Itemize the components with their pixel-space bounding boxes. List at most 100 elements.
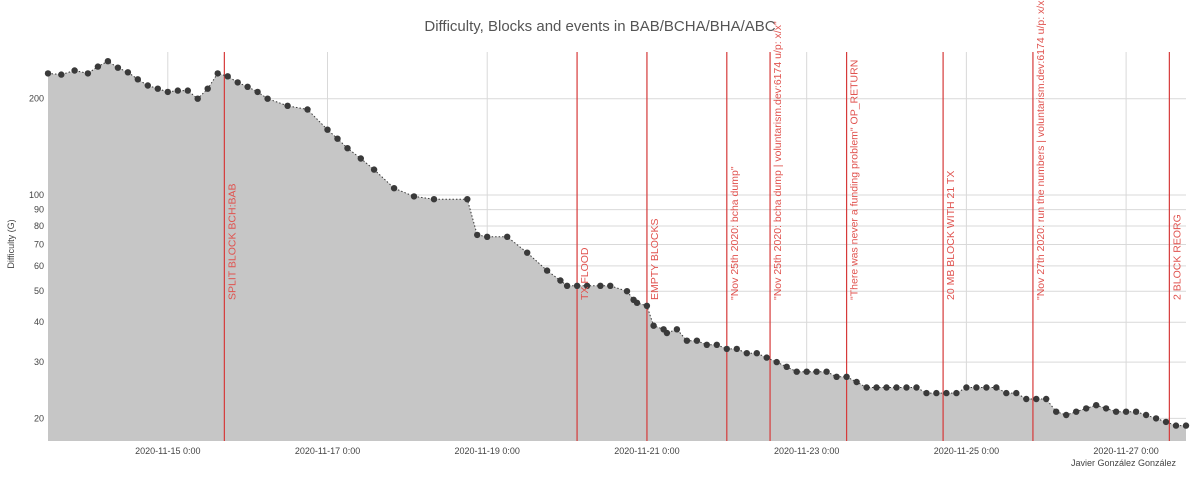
data-point (597, 282, 604, 289)
event-label: "There was never a funding problem" OP_R… (849, 60, 861, 300)
data-point (214, 70, 221, 77)
data-point (1142, 411, 1150, 419)
data-point (154, 85, 161, 92)
data-point (244, 83, 251, 91)
data-point (963, 384, 970, 391)
data-point (943, 389, 950, 397)
data-point (410, 193, 418, 200)
data-point (1043, 395, 1050, 403)
data-point (44, 70, 52, 77)
data-point (164, 88, 171, 96)
chart-credit: Javier González González (1071, 458, 1177, 468)
x-tick-label: 2020-11-17 0:00 (295, 446, 360, 456)
y-tick-label: 50 (34, 286, 44, 296)
data-point (983, 384, 990, 391)
data-point (903, 384, 910, 391)
data-point (763, 354, 770, 361)
data-point (693, 337, 701, 344)
data-point (264, 95, 271, 102)
event-label: EMPTY BLOCKS (649, 219, 661, 301)
data-point (843, 373, 850, 380)
y-tick-label: 200 (29, 94, 44, 104)
data-point (633, 299, 641, 306)
event-label: SPLIT BLOCK BCH:BAB (226, 183, 238, 300)
event-labels: SPLIT BLOCK BCH:BAB TX FLOOD EMPTY BLOCKS "… (226, 0, 1183, 300)
data-point (1122, 408, 1130, 415)
data-point (144, 82, 151, 89)
data-point (84, 70, 92, 77)
data-point (124, 69, 132, 76)
y-axis-ticks: 20 30 40 50 60 70 80 90 100 200 (29, 94, 44, 424)
y-tick-label: 30 (34, 357, 44, 367)
data-point (370, 166, 378, 173)
data-point (650, 322, 657, 329)
data-point (1063, 411, 1070, 419)
data-point (543, 267, 551, 274)
x-tick-label: 2020-11-23 0:00 (774, 446, 839, 456)
data-point (204, 85, 211, 92)
data-point (743, 350, 750, 357)
data-point (184, 87, 191, 94)
data-point (104, 58, 112, 65)
y-tick-label: 60 (34, 261, 44, 271)
data-point (234, 79, 241, 86)
data-point (1182, 422, 1190, 429)
data-point (883, 384, 890, 391)
data-point (1132, 408, 1140, 415)
data-point (58, 71, 65, 78)
data-points (44, 58, 1190, 429)
data-point (1162, 418, 1170, 426)
data-point (973, 384, 980, 391)
data-point (194, 95, 201, 102)
data-point (557, 277, 564, 284)
data-point (94, 63, 102, 70)
event-label: "Nov 25th 2020: bcha dump" (729, 166, 741, 300)
y-axis-label: Difficulty (G) (6, 219, 16, 268)
data-point (504, 233, 511, 240)
data-point (663, 329, 671, 337)
x-tick-label: 2020-11-21 0:00 (614, 446, 679, 456)
data-point (390, 185, 398, 192)
data-point (1023, 395, 1030, 403)
data-point (643, 302, 651, 309)
data-point (114, 64, 122, 71)
data-point (773, 358, 780, 366)
x-axis-ticks: 2020-11-15 0:00 2020-11-17 0:00 2020-11-19… (135, 446, 1159, 456)
data-point (753, 350, 760, 357)
data-point (224, 73, 231, 80)
data-point (464, 196, 471, 203)
data-point (607, 282, 614, 289)
data-point (1152, 415, 1160, 422)
x-tick-label: 2020-11-27 0:00 (1093, 446, 1158, 456)
y-tick-label: 20 (34, 413, 44, 423)
data-point (573, 282, 581, 289)
data-point (254, 88, 261, 96)
data-point (833, 373, 840, 380)
y-tick-label: 70 (34, 239, 44, 249)
data-point (853, 378, 860, 386)
data-point (673, 326, 681, 333)
data-point (813, 368, 820, 375)
data-point (953, 389, 960, 397)
data-point (733, 345, 740, 353)
event-label: "Nov 27th 2020: run the numbers | volunt… (1035, 0, 1047, 300)
data-point (334, 135, 341, 142)
data-point (524, 249, 531, 256)
data-point (71, 67, 78, 74)
data-point (793, 368, 800, 375)
data-point (1112, 408, 1120, 415)
y-tick-label: 100 (29, 190, 44, 200)
data-point (923, 389, 930, 397)
data-point (1102, 405, 1110, 412)
y-tick-label: 90 (34, 205, 44, 215)
data-point (623, 288, 631, 295)
data-point (993, 384, 1000, 391)
data-point (913, 384, 920, 391)
x-tick-label: 2020-11-19 0:00 (455, 446, 520, 456)
chart-title: Difficulty, Blocks and events in BAB/BCH… (424, 18, 775, 35)
data-point (893, 384, 900, 391)
data-point (1073, 408, 1080, 415)
data-point (1083, 405, 1090, 412)
data-point (1093, 402, 1100, 409)
